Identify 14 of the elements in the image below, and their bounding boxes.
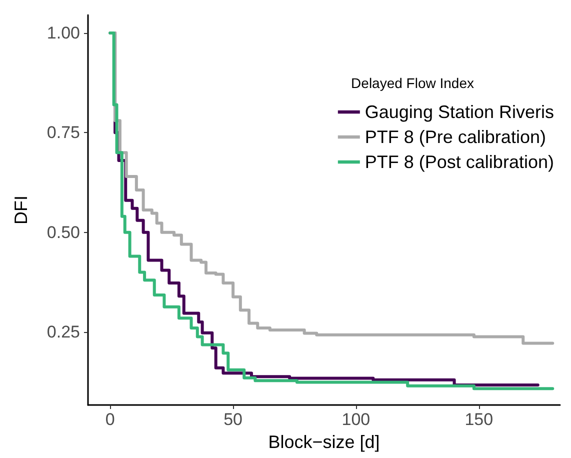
- x-tick-label: 100: [342, 410, 370, 429]
- legend-label: PTF 8 (Pre calibration): [364, 127, 546, 147]
- y-tick-label: 0.25: [46, 322, 80, 342]
- y-tick-label: 0.50: [46, 222, 80, 242]
- legend-title: Delayed Flow Index: [351, 75, 474, 91]
- y-tick-label: 0.75: [46, 123, 80, 142]
- legend-label: PTF 8 (Post calibration): [364, 152, 554, 172]
- x-tick-label: 150: [464, 410, 494, 429]
- legend-label: Gauging Station Riveris: [364, 102, 554, 122]
- y-tick-label: 1.00: [46, 23, 80, 42]
- x-tick-label: 0: [105, 410, 115, 429]
- y-axis-title: DFI: [11, 196, 31, 224]
- x-axis-title: Block−size [d]: [268, 432, 380, 452]
- x-tick-label: 50: [224, 410, 243, 429]
